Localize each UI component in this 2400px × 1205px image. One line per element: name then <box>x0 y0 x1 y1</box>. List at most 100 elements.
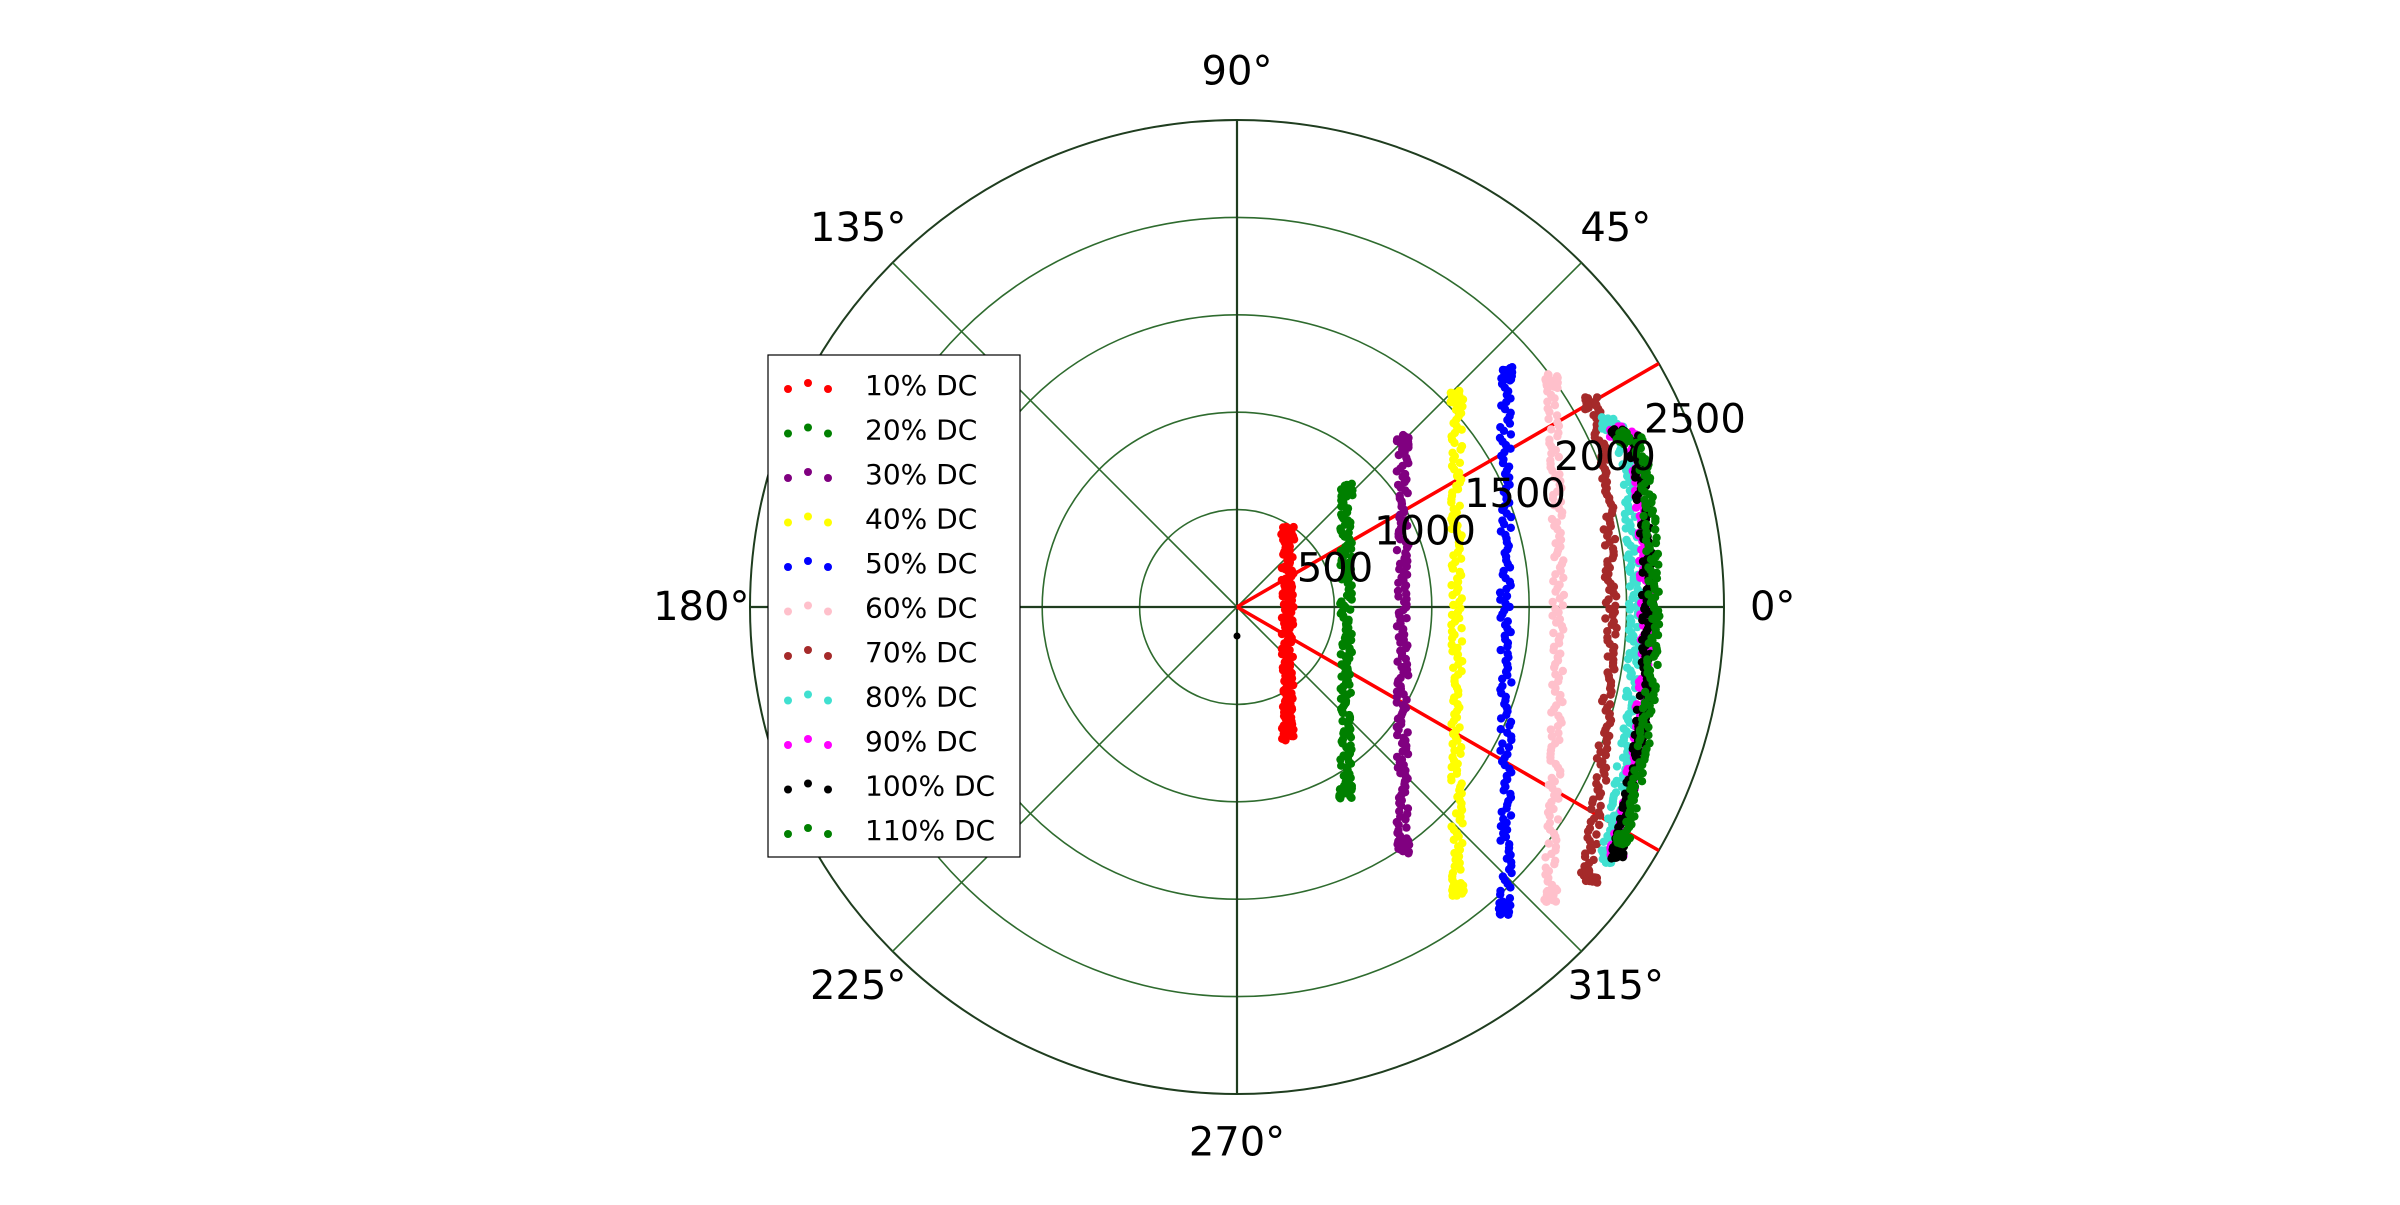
legend-label: 60% DC <box>865 592 977 625</box>
data-point <box>1545 375 1555 385</box>
legend-marker <box>804 379 812 387</box>
data-point <box>1393 480 1403 490</box>
data-point <box>1457 667 1466 676</box>
data-point <box>1619 724 1628 733</box>
data-point <box>1503 750 1512 759</box>
data-point <box>1592 393 1602 402</box>
data-point <box>1592 873 1601 883</box>
series-1 <box>1277 522 1299 745</box>
data-point <box>1346 688 1356 697</box>
data-point <box>1507 368 1517 377</box>
series-2 <box>1335 479 1357 803</box>
theta-tick-label-180: 180° <box>653 584 749 630</box>
data-point <box>1496 645 1505 655</box>
legend-entry-5: 50% DC <box>784 547 977 580</box>
data-point <box>1637 433 1646 442</box>
data-point <box>1338 735 1348 744</box>
legend-entry-2: 20% DC <box>784 414 977 447</box>
data-point <box>1506 717 1516 727</box>
legend-marker <box>804 824 812 832</box>
data-point <box>1601 776 1611 785</box>
data-point <box>1346 741 1355 750</box>
data-point <box>1551 670 1560 679</box>
data-point <box>1626 614 1635 623</box>
legend-entry-8: 80% DC <box>784 681 977 714</box>
data-point <box>1552 411 1562 420</box>
legend-marker <box>784 741 792 749</box>
data-point <box>1289 535 1299 544</box>
series-11 <box>1612 426 1664 849</box>
data-point <box>1603 627 1612 636</box>
legend-label: 110% DC <box>865 814 995 847</box>
data-point <box>1542 897 1551 906</box>
data-point <box>1546 725 1556 734</box>
data-point <box>1343 558 1353 568</box>
data-point <box>1289 732 1298 741</box>
data-point <box>1507 678 1516 687</box>
data-point <box>1608 852 1617 861</box>
data-point <box>1496 595 1505 604</box>
r-tick-label-500: 500 <box>1297 546 1373 592</box>
legend-marker <box>784 652 792 660</box>
legend-marker <box>824 563 832 571</box>
data-point <box>1503 649 1512 658</box>
data-point <box>1347 784 1357 793</box>
data-point <box>1506 523 1516 532</box>
data-point <box>1496 746 1505 755</box>
data-point <box>1551 842 1561 852</box>
data-point <box>1505 840 1514 849</box>
legend-marker <box>804 557 812 565</box>
data-point <box>1448 753 1457 762</box>
data-point <box>1581 876 1591 886</box>
data-point <box>1448 890 1458 899</box>
data-point <box>1617 850 1626 859</box>
legend-marker <box>824 385 832 393</box>
data-point <box>1556 497 1566 506</box>
data-point <box>1447 461 1457 471</box>
data-point <box>1552 701 1561 710</box>
theta-tick-label-225: 225° <box>810 963 906 1009</box>
legend-entry-1: 10% DC <box>784 369 977 402</box>
data-point <box>1589 411 1598 420</box>
data-point <box>1457 883 1467 892</box>
data-point <box>1553 418 1562 427</box>
data-point <box>1336 650 1346 659</box>
r-tick-label-2000: 2000 <box>1554 434 1656 480</box>
legend-marker <box>804 779 812 788</box>
data-point <box>1583 401 1593 411</box>
data-point <box>1559 556 1568 565</box>
legend-marker <box>804 468 812 476</box>
theta-tick-label-270: 270° <box>1189 1120 1285 1166</box>
data-point <box>1457 779 1466 788</box>
data-point <box>1543 397 1552 406</box>
data-point <box>1559 573 1568 582</box>
data-point <box>1502 825 1512 834</box>
data-point <box>1547 732 1557 741</box>
data-point <box>1610 534 1620 544</box>
legend-marker <box>824 607 832 616</box>
data-point <box>1502 591 1512 601</box>
data-point <box>1544 414 1553 424</box>
legend-label: 40% DC <box>865 503 977 536</box>
data-point <box>1594 808 1603 817</box>
data-point <box>1651 525 1660 534</box>
legend-marker <box>784 518 792 527</box>
data-point <box>1611 788 1621 797</box>
data-point <box>1346 792 1355 801</box>
data-point <box>1343 483 1352 492</box>
data-point <box>1594 741 1604 750</box>
data-point <box>1499 371 1509 381</box>
data-point <box>1402 823 1411 832</box>
data-point <box>1499 903 1509 912</box>
data-point <box>1498 681 1507 691</box>
data-point <box>1393 586 1403 596</box>
data-point <box>1596 458 1606 467</box>
data-point <box>1639 511 1648 521</box>
data-point <box>1496 725 1506 734</box>
data-point <box>1455 567 1465 577</box>
data-point <box>1653 549 1663 559</box>
data-point <box>1450 428 1460 438</box>
legend-marker <box>824 429 832 438</box>
data-point <box>1559 590 1569 600</box>
